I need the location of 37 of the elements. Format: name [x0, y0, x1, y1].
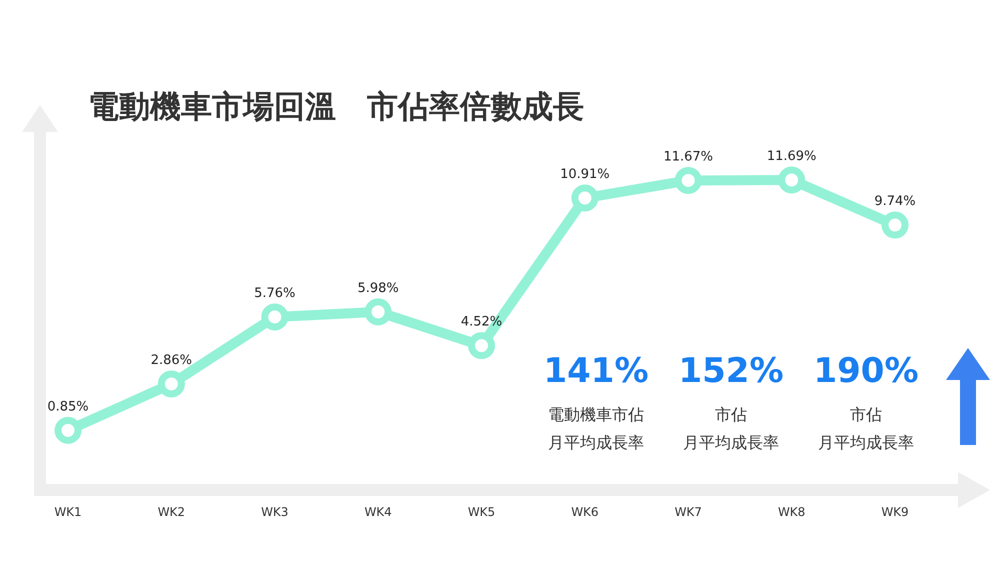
point — [158, 370, 185, 398]
annotation: 市佔 — [715, 405, 747, 424]
chart-title: 電動機車市場回溫 市佔率倍數成長 — [88, 89, 584, 125]
text: 月平均成長率 — [548, 433, 644, 452]
data-label: 11.67% — [663, 149, 714, 164]
point — [261, 303, 288, 330]
point — [54, 416, 82, 444]
data-label: 11.69% — [766, 149, 816, 164]
text: 月平均成長率 — [818, 433, 914, 452]
point — [571, 184, 598, 212]
point — [882, 212, 908, 239]
point — [468, 332, 495, 360]
x-tick-label: WK1 — [54, 505, 82, 519]
data-label: 4.52% — [460, 314, 502, 330]
data-label: 5.98% — [357, 280, 399, 296]
x-tick-label: WK4 — [364, 505, 392, 519]
x-tick-label: WK2 — [158, 505, 186, 519]
data-label: 5.76% — [254, 286, 296, 301]
annotation: 190% — [813, 351, 919, 391]
annotation: 市佔 — [850, 405, 882, 424]
x-tick-label: WK6 — [571, 505, 599, 519]
point — [778, 166, 806, 194]
text: 月平均成長率 — [683, 433, 779, 452]
x-tick-label: WK8 — [778, 505, 806, 519]
data-label: 9.74% — [874, 194, 916, 210]
data-label: 10.91% — [560, 167, 610, 182]
data-label: 0.85% — [47, 399, 89, 414]
x-tick-label: WK7 — [674, 505, 702, 519]
annotation: 141% — [543, 351, 649, 391]
x-tick-label: WK5 — [468, 505, 496, 519]
x-tick-label: WK3 — [261, 505, 288, 519]
point — [364, 298, 392, 326]
data-label: 2.86% — [150, 352, 192, 368]
annotation: 152% — [678, 351, 784, 391]
point — [674, 166, 702, 194]
annotation: 電動機車市佔 — [548, 405, 644, 424]
x-tick-label: WK9 — [881, 505, 909, 519]
